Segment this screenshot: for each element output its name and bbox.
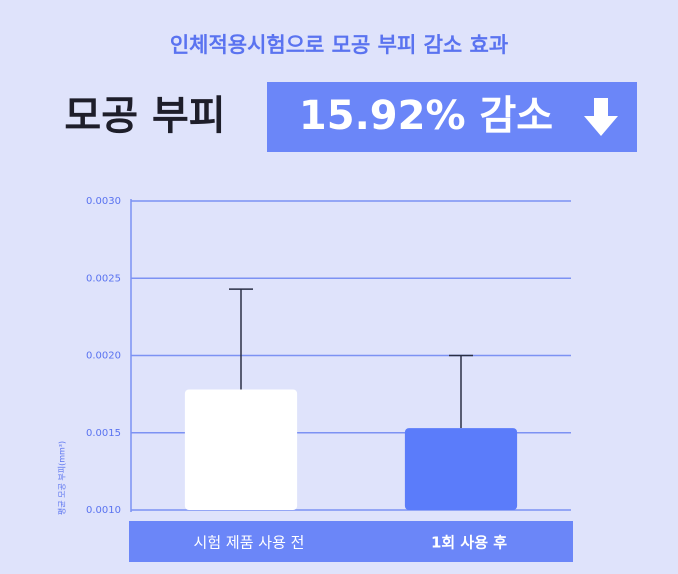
- y-tick-label: 0.0020: [86, 351, 121, 362]
- down-arrow-icon: [584, 98, 618, 136]
- y-axis-label: 평균 모공 부피(mm³): [57, 441, 67, 515]
- highlight-box: [267, 82, 637, 152]
- x-tick-label: 시험 제품 사용 전: [194, 534, 305, 552]
- bar: [184, 389, 298, 510]
- category-band: [129, 521, 573, 562]
- y-tick-label: 0.0015: [86, 428, 121, 439]
- bar: [404, 428, 518, 510]
- chart-title: 인체적용시험으로 모공 부피 감소 효과: [170, 33, 508, 57]
- y-tick-label: 0.0010: [86, 505, 121, 516]
- x-tick-label: 1회 사용 후: [431, 534, 507, 552]
- highlight-text: 15.92% 감소: [299, 93, 553, 139]
- y-tick-label: 0.0025: [86, 273, 121, 284]
- headline: 모공 부피: [64, 93, 225, 139]
- y-tick-label: 0.0030: [86, 196, 121, 207]
